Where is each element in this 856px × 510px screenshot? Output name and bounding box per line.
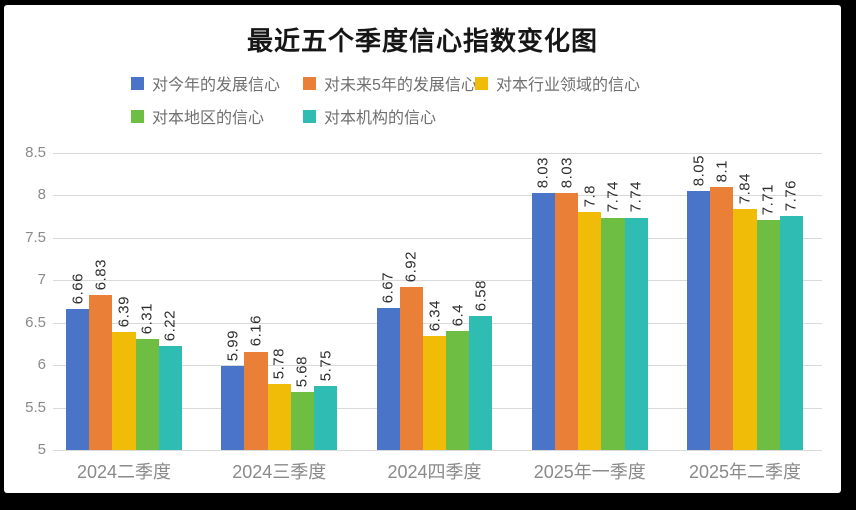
bar bbox=[221, 366, 245, 450]
bar-data-label: 7.71 bbox=[759, 183, 777, 216]
bar bbox=[446, 331, 470, 450]
bar-data-label: 8.05 bbox=[690, 154, 708, 187]
legend-color-swatch bbox=[131, 109, 144, 123]
legend-item: 对今年的发展信心 bbox=[131, 73, 281, 94]
bar bbox=[290, 392, 315, 450]
x-axis-category-label: 2025年二季度 bbox=[688, 462, 802, 482]
gridline bbox=[53, 450, 822, 451]
gridline bbox=[53, 280, 822, 282]
legend-item: 对本机构的信心 bbox=[303, 106, 437, 127]
bar-data-label: 6.16 bbox=[247, 315, 265, 347]
chart-title: 最近五个季度信心指数变化图 bbox=[246, 27, 598, 56]
bar bbox=[531, 192, 555, 450]
bar bbox=[779, 215, 803, 450]
x-axis-category-label: 2024三季度 bbox=[232, 462, 327, 482]
bar-data-label: 7.74 bbox=[604, 181, 622, 213]
y-axis-tick-label: 8.5 bbox=[25, 144, 46, 161]
bar bbox=[601, 217, 625, 450]
y-axis-tick-label: 5.5 bbox=[25, 398, 46, 416]
gridline bbox=[53, 322, 822, 324]
plot-area: 8.5 8 7.5 7 6.5 6 5.5 5 6.66 6.83 6.39 6.31 6.22 2024… bbox=[4, 5, 841, 493]
legend-color-swatch bbox=[303, 109, 316, 123]
gridline bbox=[53, 153, 822, 154]
bar bbox=[624, 217, 648, 450]
bar-data-label: 5.75 bbox=[317, 350, 335, 382]
bar bbox=[399, 287, 423, 450]
bar-data-label: 7.8 bbox=[581, 185, 599, 208]
bar-data-label: 8.1 bbox=[713, 159, 731, 182]
legend-series-label: 对未来5年的发展信心 bbox=[324, 77, 477, 94]
bar bbox=[89, 294, 113, 450]
bar-data-label: 6.4 bbox=[449, 303, 467, 327]
bar bbox=[733, 209, 757, 450]
y-axis-tick-label: 7.5 bbox=[25, 228, 46, 246]
bar-data-label: 6.34 bbox=[426, 300, 443, 332]
y-axis-tick-label: 8 bbox=[37, 186, 46, 204]
bar-data-label: 6.58 bbox=[472, 279, 490, 311]
legend-series-label: 对今年的发展信心 bbox=[152, 77, 281, 94]
legend-series-label: 对本行业领域的信心 bbox=[496, 77, 641, 94]
x-axis-category-label: 2025年一季度 bbox=[533, 462, 646, 482]
bar-data-label: 6.39 bbox=[115, 295, 133, 328]
legend: 对今年的发展信心 对未来5年的发展信心 对本行业领域的信心对本地区的信心 对本机构的信… bbox=[4, 5, 841, 493]
bar-data-label: 6.66 bbox=[69, 272, 87, 305]
bar-data-label: 6.31 bbox=[138, 302, 156, 334]
legend-color-swatch bbox=[131, 76, 144, 90]
legend-item: 对本地区的信心 bbox=[131, 106, 265, 127]
bar-data-label: 8.03 bbox=[534, 156, 552, 188]
bar bbox=[710, 186, 734, 450]
bar-data-label: 7.84 bbox=[736, 172, 754, 205]
y-axis-tick-label: 6 bbox=[37, 356, 46, 374]
bar bbox=[756, 220, 780, 450]
bar-data-label: 8.03 bbox=[558, 156, 576, 188]
bar bbox=[112, 332, 136, 450]
legend-item: 对本行业领域的信心 bbox=[475, 73, 641, 94]
chart-canvas: 最近五个季度信心指数变化图 对今年的发展信心 对未来5年的发展信心 对本行业领域的信… bbox=[4, 5, 841, 493]
bar bbox=[267, 383, 291, 450]
bar bbox=[314, 386, 338, 450]
legend-color-swatch bbox=[303, 76, 316, 90]
bar bbox=[244, 351, 268, 450]
bar bbox=[578, 212, 602, 450]
x-axis-category-label: 2024二季度 bbox=[76, 462, 172, 482]
bar-data-label: 7.74 bbox=[627, 181, 645, 213]
bar-data-label: 5.78 bbox=[270, 347, 288, 379]
y-axis-tick-label: 7 bbox=[37, 271, 46, 289]
bar bbox=[376, 308, 400, 450]
bar bbox=[554, 192, 579, 450]
legend-series-label: 对本地区的信心 bbox=[152, 110, 265, 127]
bar-data-label: 6.67 bbox=[379, 272, 397, 304]
bar-data-label: 6.92 bbox=[402, 250, 420, 283]
bar-data-label: 5.99 bbox=[224, 329, 242, 361]
gridline bbox=[53, 195, 822, 197]
bar-data-label: 7.76 bbox=[782, 179, 800, 211]
bar bbox=[158, 346, 182, 450]
bar-data-label: 6.83 bbox=[92, 258, 110, 290]
legend-series-label: 对本机构的信心 bbox=[324, 110, 437, 127]
gridline bbox=[53, 237, 822, 239]
y-axis-tick-label: 6.5 bbox=[25, 313, 46, 331]
legend-color-swatch bbox=[475, 76, 488, 90]
legend-item: 对未来5年的发展信心 bbox=[303, 73, 477, 94]
x-axis-category-label: 2024四季度 bbox=[387, 462, 482, 482]
bar bbox=[469, 315, 493, 450]
bar bbox=[422, 336, 447, 450]
bar bbox=[687, 191, 711, 450]
bar bbox=[135, 338, 159, 450]
bar-data-label: 6.22 bbox=[161, 310, 179, 342]
bar bbox=[66, 309, 90, 450]
bar-data-label: 5.68 bbox=[293, 356, 311, 388]
y-axis-tick-label: 5 bbox=[37, 441, 46, 458]
